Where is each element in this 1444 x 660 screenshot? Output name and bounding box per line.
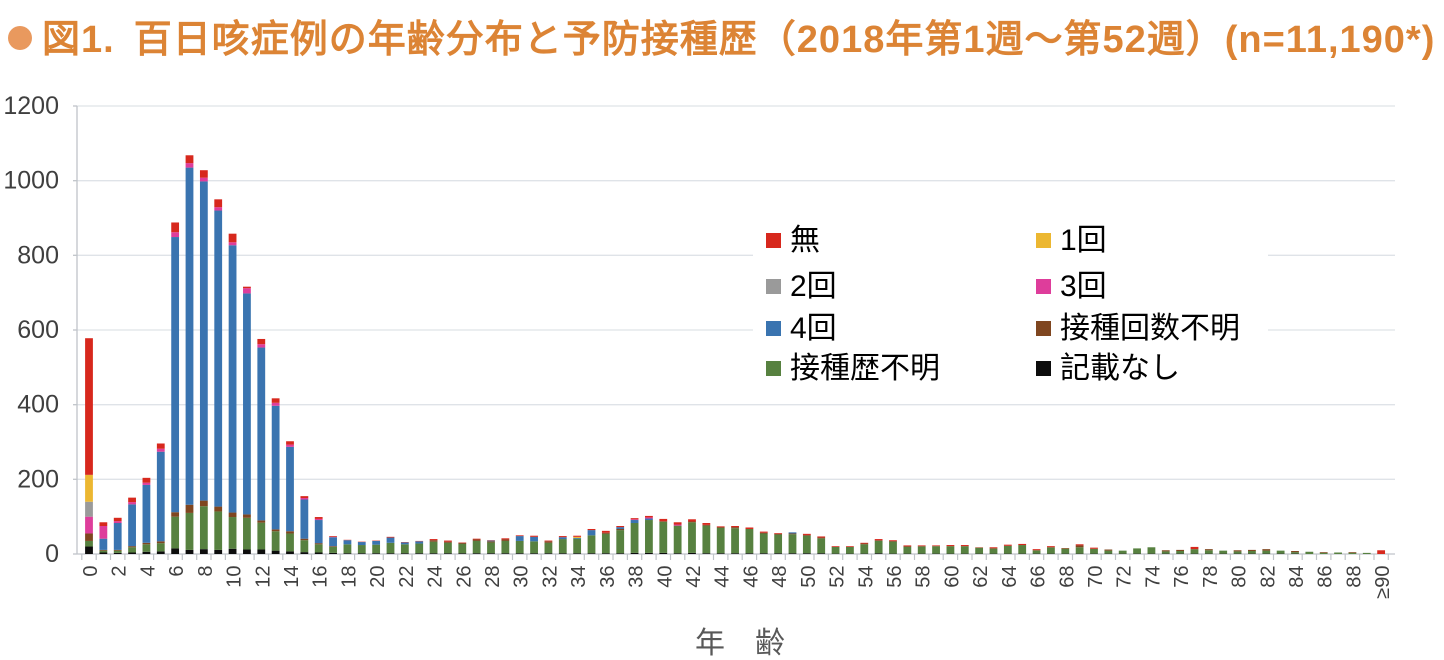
svg-text:54: 54	[855, 566, 877, 588]
svg-text:38: 38	[626, 566, 648, 588]
svg-text:0: 0	[45, 540, 59, 568]
svg-text:84: 84	[1286, 566, 1308, 588]
svg-text:6: 6	[166, 566, 188, 577]
svg-text:記載なし: 記載なし	[1060, 352, 1180, 385]
svg-text:78: 78	[1200, 566, 1222, 588]
svg-text:3回: 3回	[1060, 270, 1107, 303]
svg-text:16: 16	[310, 566, 332, 588]
svg-text:70: 70	[1085, 566, 1107, 588]
svg-text:接種回数不明: 接種回数不明	[1060, 312, 1240, 345]
svg-text:2: 2	[109, 566, 131, 577]
svg-text:600: 600	[17, 316, 59, 344]
svg-text:1000: 1000	[3, 167, 59, 195]
svg-text:12: 12	[252, 566, 274, 588]
svg-text:18: 18	[338, 566, 360, 588]
svg-text:200: 200	[17, 465, 59, 493]
svg-text:接種歴不明: 接種歴不明	[790, 352, 940, 385]
svg-text:68: 68	[1056, 566, 1078, 588]
svg-text:76: 76	[1171, 566, 1193, 588]
svg-text:22: 22	[396, 566, 418, 588]
svg-text:無: 無	[790, 224, 820, 257]
svg-text:48: 48	[769, 566, 791, 588]
svg-text:≥90: ≥90	[1372, 566, 1394, 599]
svg-text:26: 26	[453, 566, 475, 588]
svg-text:80: 80	[1229, 566, 1251, 588]
svg-text:60: 60	[941, 566, 963, 588]
svg-text:20: 20	[367, 566, 389, 588]
svg-text:86: 86	[1315, 566, 1337, 588]
svg-text:88: 88	[1343, 566, 1365, 588]
svg-text:1回: 1回	[1060, 224, 1107, 257]
svg-text:0: 0	[80, 566, 102, 577]
svg-text:36: 36	[597, 566, 619, 588]
svg-text:82: 82	[1257, 566, 1279, 588]
svg-text:24: 24	[425, 566, 447, 588]
svg-text:28: 28	[482, 566, 504, 588]
svg-text:4回: 4回	[790, 312, 837, 345]
svg-text:40: 40	[654, 566, 676, 588]
svg-text:56: 56	[884, 566, 906, 588]
svg-text:30: 30	[511, 566, 533, 588]
svg-text:32: 32	[539, 566, 561, 588]
svg-text:800: 800	[17, 241, 59, 269]
svg-text:400: 400	[17, 391, 59, 419]
svg-text:4: 4	[137, 566, 159, 577]
svg-text:2回: 2回	[790, 270, 837, 303]
svg-text:66: 66	[1028, 566, 1050, 588]
svg-text:74: 74	[1142, 566, 1164, 588]
svg-text:34: 34	[568, 566, 590, 588]
svg-text:50: 50	[798, 566, 820, 588]
svg-text:1200: 1200	[3, 92, 59, 120]
svg-text:52: 52	[827, 566, 849, 588]
svg-text:10: 10	[224, 566, 246, 588]
svg-text:14: 14	[281, 566, 303, 588]
svg-text:64: 64	[999, 566, 1021, 588]
svg-text:46: 46	[740, 566, 762, 588]
svg-text:44: 44	[712, 566, 734, 588]
svg-text:58: 58	[913, 566, 935, 588]
svg-text:8: 8	[195, 566, 217, 577]
svg-text:72: 72	[1114, 566, 1136, 588]
svg-text:62: 62	[970, 566, 992, 588]
svg-text:42: 42	[683, 566, 705, 588]
